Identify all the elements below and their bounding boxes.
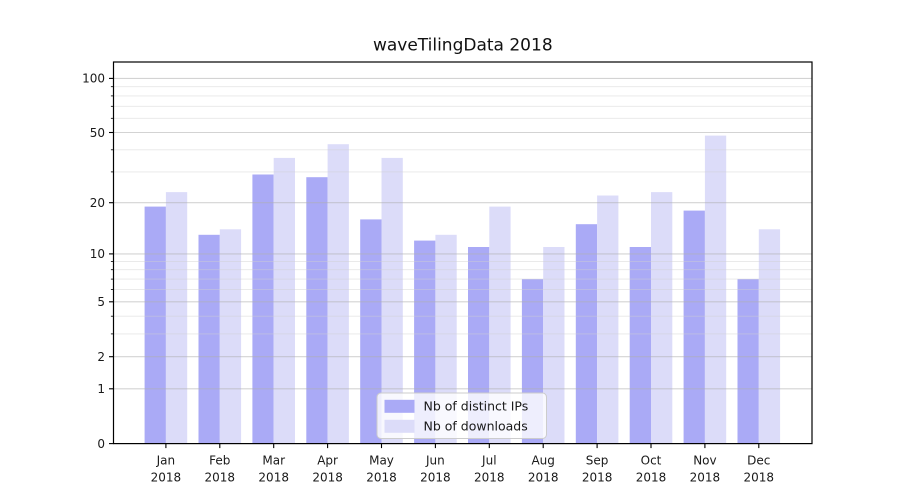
axes-layer: 0 1 2 5 10 20 50 100 Jan 2018 Feb 2018 Mar 2018 Apr 201… (82, 61, 813, 485)
x-tick-label-month: Sep (586, 454, 609, 468)
x-tick-label-month: May (369, 454, 394, 468)
x-tick-label-year: 2018 (151, 471, 182, 485)
y-tick-label: 0 (97, 437, 105, 451)
x-tick-label-year: 2018 (690, 471, 721, 485)
y-tick-label: 50 (90, 126, 105, 140)
x-tick-label-month: Jul (481, 454, 496, 468)
bar-downloads-jun (435, 234, 457, 444)
bar-downloads-mar (273, 157, 295, 444)
legend-swatch-downloads (384, 419, 415, 433)
bar-downloads-aug (543, 247, 565, 444)
x-tick-label-year: 2018 (744, 471, 775, 485)
x-tick-label-month: Feb (209, 454, 230, 468)
bar-distinct-ips-may (360, 219, 382, 444)
x-tick-label-month: Oct (641, 454, 662, 468)
x-tick-label-year: 2018 (420, 471, 451, 485)
x-tick-label-month: Jun (425, 454, 445, 468)
bar-downloads-jan (165, 192, 188, 444)
legend-label-distinct-ips: Nb of distinct IPs (424, 398, 529, 413)
x-tick-label-year: 2018 (636, 471, 667, 485)
y-tick-label: 100 (82, 72, 105, 86)
x-tick-label-month: Apr (317, 454, 338, 468)
x-tick-label-month: Nov (693, 454, 716, 468)
bar-distinct-ips-apr (306, 177, 328, 444)
bar-distinct-ips-dec (737, 279, 759, 444)
legend-label-downloads: Nb of downloads (424, 418, 528, 433)
grid-layer (113, 77, 812, 390)
legend-swatch-distinct-ips (384, 399, 415, 413)
bar-distinct-ips-nov (683, 210, 705, 444)
bar-distinct-ips-jan (144, 206, 166, 444)
bar-downloads-apr (327, 144, 349, 444)
x-tick-label-year: 2018 (258, 471, 289, 485)
x-tick-label-month: Mar (262, 454, 285, 468)
y-tick-label: 10 (90, 247, 105, 261)
x-tick-label-year: 2018 (312, 471, 343, 485)
x-tick-label-year: 2018 (528, 471, 559, 485)
x-tick-label-year: 2018 (474, 471, 505, 485)
x-tick-label-month: Aug (531, 454, 554, 468)
bar-distinct-ips-mar (252, 174, 274, 444)
x-tick-label-year: 2018 (205, 471, 236, 485)
legend-box (376, 392, 547, 439)
x-tick-label-month: Dec (747, 454, 770, 468)
legend: Nb of distinct IPs Nb of downloads (376, 392, 547, 439)
bar-distinct-ips-feb (198, 234, 220, 444)
bar-downloads-feb (219, 229, 242, 444)
y-tick-label: 20 (90, 196, 105, 210)
x-tick-label-month: Jan (156, 454, 176, 468)
y-tick-label: 5 (97, 295, 105, 309)
bar-downloads-dec (758, 229, 781, 444)
plot-frame (112, 61, 813, 445)
bar-downloads-sep (597, 195, 619, 444)
bar-downloads-may (381, 157, 403, 444)
chart-title: waveTilingData 2018 (373, 36, 553, 56)
x-tick-label-year: 2018 (582, 471, 613, 485)
bar-downloads-jul (489, 206, 511, 444)
bar-downloads-oct (651, 192, 673, 444)
y-tick-label: 1 (97, 382, 105, 396)
y-tick-label: 2 (97, 350, 105, 364)
x-tick-label-year: 2018 (366, 471, 397, 485)
bar-distinct-ips-oct (629, 247, 651, 444)
